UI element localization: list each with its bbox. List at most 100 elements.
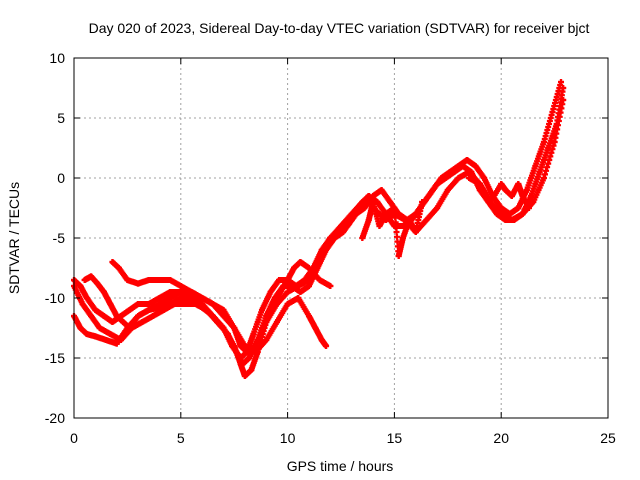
data-point — [273, 319, 280, 325]
data-point — [558, 79, 565, 85]
x-tick-label: 15 — [387, 430, 403, 446]
data-point — [229, 343, 236, 349]
data-series-5 — [359, 199, 426, 259]
data-point — [109, 319, 116, 325]
data-point — [100, 313, 107, 319]
data-point — [88, 273, 95, 280]
data-point — [199, 301, 206, 307]
x-tick-label: 5 — [177, 430, 185, 446]
data-point — [284, 277, 291, 283]
data-point — [267, 289, 274, 295]
y-tick-label: -10 — [45, 290, 65, 306]
data-point — [92, 333, 99, 340]
data-point — [301, 277, 308, 283]
data-point — [344, 223, 351, 229]
data-point — [519, 211, 526, 217]
data-point — [540, 175, 547, 181]
data-point — [115, 265, 122, 271]
data-point — [466, 175, 473, 181]
data-point — [188, 295, 195, 301]
data-point — [220, 313, 227, 319]
x-tick-label: 0 — [70, 430, 78, 446]
data-point — [481, 175, 488, 181]
data-point — [167, 295, 174, 301]
data-point — [160, 307, 167, 313]
data-point — [96, 325, 103, 331]
data-point — [498, 181, 505, 187]
data-point — [113, 313, 120, 319]
x-tick-label: 10 — [280, 430, 296, 446]
data-point — [305, 313, 312, 319]
data-point — [103, 337, 110, 343]
data-point — [81, 277, 88, 283]
x-axis-label: GPS time / hours — [287, 458, 394, 474]
data-point — [305, 265, 312, 271]
data-point — [545, 145, 552, 151]
data-point — [246, 355, 253, 361]
data-series-4 — [109, 259, 334, 355]
data-point — [139, 319, 146, 325]
grid-lines — [74, 58, 608, 418]
data-point — [498, 205, 505, 211]
data-point — [540, 139, 547, 145]
data-point — [327, 283, 334, 289]
data-point — [406, 217, 413, 223]
data-point — [83, 331, 90, 337]
chart-title: Day 020 of 2023, Sidereal Day-to-day VTE… — [89, 20, 590, 36]
y-tick-label: 5 — [57, 110, 65, 126]
data-point — [493, 211, 500, 217]
data-point — [378, 187, 385, 193]
data-point — [276, 277, 283, 283]
data-point — [476, 181, 483, 187]
data-point — [263, 319, 270, 325]
data-point — [305, 283, 312, 289]
data-point — [109, 259, 116, 265]
data-point — [150, 313, 157, 319]
data-point — [188, 289, 195, 295]
data-point — [359, 235, 366, 241]
data-point — [444, 187, 451, 193]
data-point — [519, 193, 526, 199]
data-point — [549, 109, 556, 115]
data-point — [370, 193, 377, 199]
data-series-1 — [71, 85, 567, 367]
data-point — [323, 343, 330, 349]
data-point — [525, 205, 532, 211]
data-point — [318, 337, 325, 343]
data-point — [318, 247, 325, 253]
data-point — [376, 223, 383, 229]
data-point — [182, 301, 189, 307]
data-point — [472, 163, 479, 169]
data-point — [167, 277, 174, 283]
data-point — [412, 229, 419, 235]
data-point — [553, 121, 560, 127]
axis-ticks: 0 5 10 15 20 25 -20 -15 -10 -5 0 5 10 — [45, 50, 616, 446]
data-point — [107, 301, 114, 307]
data-point — [239, 361, 246, 367]
data-point — [126, 325, 133, 331]
data-point — [171, 301, 178, 307]
data-point — [252, 343, 259, 349]
data-point — [446, 169, 453, 175]
data-point — [487, 199, 494, 205]
x-tick-label: 20 — [493, 430, 509, 446]
data-point — [156, 301, 163, 307]
data-point — [515, 205, 522, 211]
data-point — [508, 193, 515, 199]
data-point — [532, 163, 539, 169]
data-point — [244, 349, 251, 355]
data-point — [327, 235, 334, 241]
data-point — [551, 139, 558, 145]
data-point — [352, 211, 359, 217]
y-tick-label: -5 — [53, 230, 66, 246]
data-point — [528, 193, 535, 199]
data-point — [284, 301, 291, 307]
data-point — [395, 253, 402, 259]
data-point — [438, 175, 445, 181]
data-point — [237, 355, 244, 361]
data-point — [455, 175, 462, 181]
data-point — [177, 289, 184, 295]
y-tick-label: -20 — [45, 410, 65, 426]
x-tick-label: 25 — [600, 430, 616, 446]
data-point — [387, 199, 394, 205]
